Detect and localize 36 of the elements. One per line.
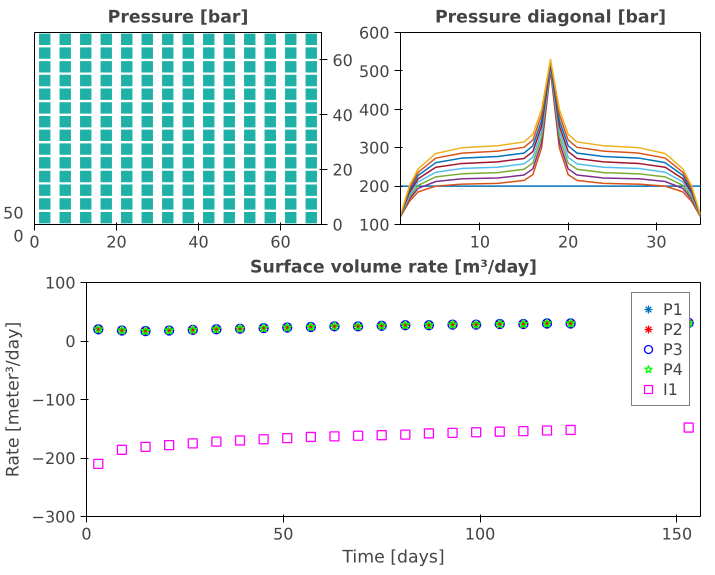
y-tick-label: −300 bbox=[32, 508, 76, 526]
y-tick-label: 600 bbox=[358, 24, 390, 42]
legend-label: P4 bbox=[663, 360, 683, 378]
legend-label: I1 bbox=[663, 380, 679, 398]
chart-title: Pressure diagonal [bar] bbox=[434, 8, 666, 28]
y-tick-label: 60 bbox=[332, 50, 353, 70]
x-tick-label: 30 bbox=[646, 232, 667, 252]
y-tick-label: 40 bbox=[332, 106, 353, 125]
text: 50 bbox=[3, 204, 24, 223]
x-tick-label: 10 bbox=[470, 232, 490, 252]
x-tick-label: 50 bbox=[273, 524, 294, 544]
x-tick-label: 0 bbox=[81, 524, 92, 544]
x-tick-label: 100 bbox=[464, 524, 496, 544]
x-tick-label: 60 bbox=[270, 232, 291, 252]
y-axis-title: Rate [meter³/day] bbox=[4, 322, 24, 478]
legend-label: P1 bbox=[663, 300, 683, 318]
chart-title: Surface volume rate [m³/day] bbox=[250, 258, 537, 278]
legend-label: P2 bbox=[663, 320, 683, 338]
x-tick-label: 20 bbox=[106, 232, 127, 252]
y-tick-label: 200 bbox=[358, 177, 390, 196]
x-tick-label: 20 bbox=[558, 232, 578, 252]
y-tick-label: −100 bbox=[32, 390, 76, 410]
y-tick-label: −200 bbox=[32, 449, 76, 468]
x-axis-title: Time [days] bbox=[341, 548, 445, 568]
y-tick-label: 100 bbox=[44, 274, 76, 292]
y-tick-label: 400 bbox=[358, 100, 390, 120]
legend-label: P3 bbox=[663, 340, 683, 358]
y-tick-label: 300 bbox=[358, 138, 390, 158]
x-tick-label: 40 bbox=[188, 232, 209, 252]
y-tick-label: 0 bbox=[332, 216, 343, 234]
y-tick-label: 500 bbox=[358, 62, 390, 81]
y-tick-label: 20 bbox=[332, 160, 353, 180]
y-tick-label: 100 bbox=[358, 216, 390, 234]
y-tick-label: 0 bbox=[65, 332, 76, 351]
chart-title: Pressure [bar] bbox=[108, 8, 248, 28]
x-tick-label: 150 bbox=[662, 524, 692, 544]
